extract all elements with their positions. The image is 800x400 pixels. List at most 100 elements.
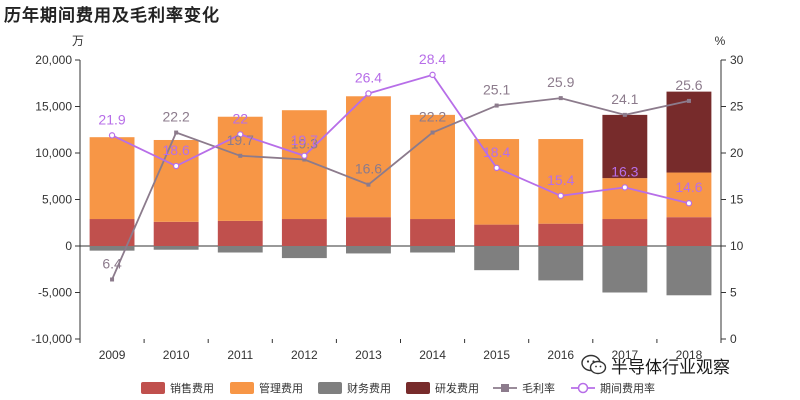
x-tick-label: 2011	[227, 348, 253, 362]
bar-销售费用-2009	[89, 219, 135, 246]
data-label-毛利率-2018: 25.6	[675, 77, 702, 93]
left-tick-label: 0	[65, 239, 72, 253]
point-期间费用率-2009	[108, 132, 116, 139]
right-tick-label: 15	[730, 193, 744, 207]
bar-财务费用-2014	[410, 246, 455, 253]
legend-swatch-财务费用	[318, 382, 342, 394]
bar-财务费用-2013	[346, 246, 391, 254]
bar-管理费用-2016	[538, 139, 584, 224]
bar-管理费用-2010	[153, 139, 199, 222]
point-毛利率-2010	[174, 130, 179, 135]
bar-财务费用-2017	[602, 246, 648, 293]
bar-销售费用-2018	[666, 217, 712, 246]
bar-销售费用-2017	[602, 219, 648, 246]
bar-管理费用-2018	[666, 172, 712, 218]
data-label-毛利率-2010: 22.2	[163, 109, 190, 125]
right-tick-label: 20	[730, 146, 744, 160]
bar-管理费用-2013	[346, 96, 391, 218]
chart-title: 历年期间费用及毛利率变化	[4, 6, 220, 26]
x-tick-label: 2012	[291, 348, 318, 362]
right-axis-unit: %	[715, 34, 726, 48]
data-label-期间费用率-2015: 18.4	[483, 144, 510, 160]
bar-财务费用-2012	[281, 246, 327, 259]
legend: 销售费用 管理费用 财务费用 研发费用 毛利率 期间费用率	[141, 381, 655, 395]
data-label-毛利率-2011: 19.7	[227, 132, 254, 148]
bar-财务费用-2009	[89, 246, 135, 251]
data-label-期间费用率-2016: 15.4	[547, 172, 574, 188]
x-tick-label: 2009	[99, 348, 126, 362]
right-tick-label: 30	[730, 53, 744, 67]
x-tick-label: 2014	[419, 348, 446, 362]
x-tick-label: 2018	[676, 348, 703, 362]
data-label-期间费用率-2013: 26.4	[355, 69, 382, 85]
point-毛利率-2017	[622, 112, 627, 117]
data-label-期间费用率-2010: 18.6	[163, 142, 190, 158]
bar-销售费用-2011	[217, 220, 263, 246]
bar-管理费用-2014	[410, 114, 455, 220]
legend-label-管理费用: 管理费用	[259, 381, 303, 395]
data-label-毛利率-2013: 16.6	[355, 161, 382, 177]
lines	[108, 71, 693, 282]
left-axis-unit: 万	[72, 34, 84, 48]
bars	[89, 91, 712, 296]
bar-财务费用-2010	[153, 246, 199, 250]
bar-销售费用-2016	[538, 223, 584, 246]
legend-label-财务费用: 财务费用	[347, 381, 391, 395]
point-期间费用率-2015	[493, 164, 500, 172]
point-毛利率-2012	[302, 157, 307, 162]
legend-swatch-销售费用	[141, 382, 165, 394]
bar-财务费用-2016	[538, 246, 584, 281]
data-label-期间费用率-2011: 22	[232, 110, 248, 126]
right-tick-label: 10	[730, 239, 744, 253]
x-tick-label: 2010	[163, 348, 190, 362]
point-毛利率-2018	[686, 98, 691, 103]
left-tick-label: 15,000	[35, 100, 72, 114]
legend-label-毛利率: 毛利率	[522, 381, 555, 395]
data-label-期间费用率-2017: 16.3	[611, 163, 638, 179]
bar-管理费用-2009	[89, 137, 135, 220]
data-label-毛利率-2014: 22.2	[419, 109, 446, 125]
left-tick-label: -5,000	[38, 286, 72, 300]
point-期间费用率-2010	[172, 162, 180, 170]
data-label-期间费用率-2009: 21.9	[98, 111, 125, 127]
point-期间费用率-2018	[685, 200, 693, 207]
bar-销售费用-2015	[474, 224, 520, 246]
wechat-icon	[581, 354, 607, 375]
bar-研发费用-2017	[602, 114, 648, 179]
point-毛利率-2014	[430, 130, 435, 135]
point-期间费用率-2011	[237, 131, 244, 138]
point-毛利率-2011	[238, 153, 243, 158]
point-毛利率-2016	[558, 96, 563, 101]
x-tick-label: 2015	[483, 348, 510, 362]
axes: -10,000 -5,000 0 5,000 10,000 15,000 20,000 0 5 1…	[31, 34, 743, 362]
data-label-期间费用率-2012: 19.7	[291, 132, 318, 148]
bar-销售费用-2012	[281, 219, 327, 246]
right-tick-label: 25	[730, 100, 744, 114]
point-期间费用率-2014	[429, 71, 436, 79]
data-label-期间费用率-2018: 14.6	[675, 179, 702, 195]
x-tick-label: 2016	[547, 348, 574, 362]
legend-label-销售费用: 销售费用	[170, 381, 214, 395]
data-label-毛利率-2015: 25.1	[483, 82, 510, 98]
x-tick-label: 2013	[355, 348, 382, 362]
legend-label-期间费用率: 期间费用率	[600, 381, 655, 395]
right-tick-label: 0	[730, 332, 737, 346]
line-期间费用率	[111, 73, 690, 205]
point-毛利率-2013	[366, 182, 371, 187]
bar-管理费用-2015	[474, 139, 520, 225]
left-tick-label: 5,000	[42, 193, 72, 207]
bar-销售费用-2013	[346, 217, 391, 246]
data-label-毛利率-2017: 24.1	[611, 91, 638, 107]
bar-财务费用-2011	[217, 246, 263, 253]
left-tick-label: 10,000	[35, 146, 72, 160]
watermark-text: 半导体行业观察	[611, 357, 730, 378]
point-期间费用率-2013	[365, 90, 372, 97]
point-期间费用率-2012	[301, 152, 308, 159]
legend-swatch-研发费用	[406, 382, 430, 394]
line-毛利率	[111, 97, 690, 280]
bar-销售费用-2014	[410, 219, 455, 246]
bar-销售费用-2010	[153, 221, 199, 246]
x-tick-label: 2017	[611, 348, 638, 362]
data-label-毛利率-2009: 6.4	[102, 255, 122, 271]
